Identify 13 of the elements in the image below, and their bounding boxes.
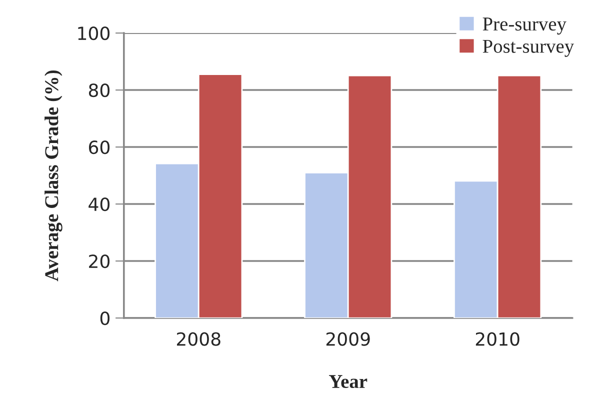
y-tick-label: 60	[88, 140, 110, 154]
y-tick-label: 20	[89, 254, 110, 268]
y-tick-label: 0	[100, 311, 110, 326]
x-tick-label: 2008	[176, 332, 220, 346]
x-tick-label: 2010	[476, 332, 520, 346]
legend-label: Post-survey	[482, 40, 574, 57]
x-tick-label: 2009	[326, 332, 370, 346]
y-tick-label: 80	[88, 83, 110, 98]
legend-label: Pre-survey	[482, 18, 566, 35]
x-axis-title: Year	[329, 375, 368, 388]
y-tick-label: 40	[88, 197, 110, 212]
y-axis-title: Average Class Grade (%)	[44, 70, 62, 282]
y-tick-label: 100	[78, 26, 110, 40]
